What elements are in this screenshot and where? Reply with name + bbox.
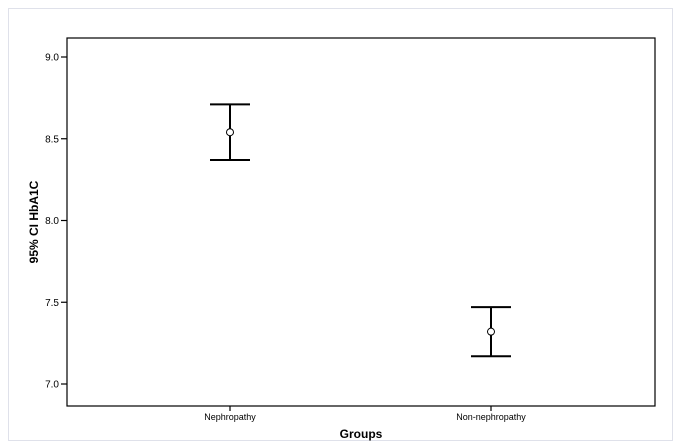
mean-point — [487, 327, 495, 336]
plot-area — [66, 37, 656, 407]
chart-marks — [210, 103, 511, 358]
x-tick-label: Non-nephropathy — [456, 412, 526, 422]
x-axis-title: Groups — [340, 427, 383, 441]
figure-frame — [8, 8, 673, 441]
mean-point — [226, 128, 234, 137]
y-axis-title: 95% CI HbA1C — [27, 180, 41, 263]
x-tick-label: Nephropathy — [204, 412, 256, 422]
y-tick-label: 8.0 — [45, 216, 59, 227]
x-axis: Nephropathy Non-nephropathy — [204, 406, 526, 422]
y-tick-label: 7.0 — [45, 380, 59, 391]
y-tick-label: 7.5 — [45, 298, 59, 309]
y-tick-label: 8.5 — [45, 134, 59, 145]
y-tick-label: 9.0 — [45, 53, 59, 64]
y-axis: 7.0 7.5 8.0 8.5 9.0 — [45, 53, 67, 391]
